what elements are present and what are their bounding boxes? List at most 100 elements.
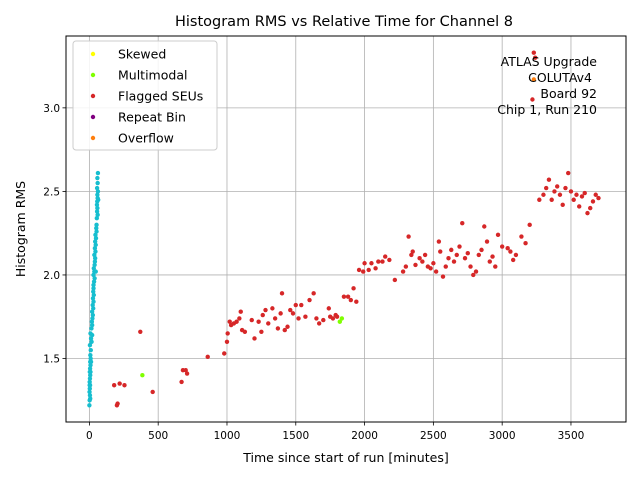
flagged-seus-point xyxy=(465,251,470,256)
flagged-seus-point xyxy=(454,252,459,258)
normal-point xyxy=(93,232,98,238)
annotation-line-3: Board 92 xyxy=(540,86,597,101)
normal-point xyxy=(89,322,95,328)
normal-point xyxy=(89,332,95,338)
flagged-seus-point xyxy=(259,329,264,334)
normal-point xyxy=(88,359,94,365)
flagged-seus-point xyxy=(138,329,143,334)
multimodal-point xyxy=(140,373,145,378)
flagged-seus-point xyxy=(523,241,528,246)
normal-point xyxy=(94,225,99,231)
x-tick-label: 0 xyxy=(86,430,93,442)
normal-point xyxy=(91,306,96,311)
flagged-seus-point xyxy=(579,194,585,199)
axis-ticks: 0 500 1000 1500 2000 2500 3000 3500 1.5 2.0 2.5 3.0 xyxy=(43,103,584,442)
flagged-seus-point xyxy=(508,249,513,254)
flagged-seus-point xyxy=(184,371,190,376)
flagged-seus-point xyxy=(443,264,448,269)
x-tick-label: 1000 xyxy=(214,430,241,442)
normal-point xyxy=(88,352,93,358)
legend-marker-flagged-seus xyxy=(90,93,96,99)
flagged-seus-point xyxy=(428,266,433,271)
normal-point xyxy=(87,389,92,395)
flagged-seus-point xyxy=(256,319,261,324)
flagged-seus-point xyxy=(487,259,492,264)
flagged-seus-point xyxy=(341,294,347,299)
y-tick-label: 3.0 xyxy=(43,103,60,115)
flagged-seus-point xyxy=(493,264,498,269)
normal-point xyxy=(91,266,96,271)
normal-point xyxy=(87,342,93,348)
flagged-seus-point xyxy=(314,316,319,321)
flagged-seus-point xyxy=(574,192,579,197)
normal-point xyxy=(92,256,98,261)
flagged-seus-point xyxy=(482,224,487,229)
flagged-seus-point xyxy=(321,317,326,323)
flagged-seus-point xyxy=(510,257,516,263)
flagged-seus-point xyxy=(362,261,367,266)
flagged-seus-point xyxy=(270,306,275,311)
flagged-seus-point xyxy=(266,321,271,326)
normal-point xyxy=(91,299,96,304)
normal-point xyxy=(91,282,96,288)
normal-point xyxy=(88,356,93,361)
flagged-seus-point xyxy=(369,261,374,266)
legend-label-overflow: Overflow xyxy=(118,131,174,146)
normal-point xyxy=(94,202,100,207)
normal-point xyxy=(94,222,99,228)
flagged-seus-point xyxy=(122,383,127,388)
normal-point xyxy=(89,339,94,344)
flagged-seus-point xyxy=(513,252,519,258)
normal-point xyxy=(88,347,93,353)
normal-point xyxy=(95,180,100,186)
normal-points xyxy=(87,170,101,408)
legend: Skewed Multimodal Flagged SEUs Repeat Bin Ov… xyxy=(72,40,218,151)
flagged-seus-point xyxy=(413,262,418,268)
flagged-seus-point xyxy=(383,254,388,259)
flagged-seus-point xyxy=(490,254,495,259)
flagged-seus-point xyxy=(227,319,232,324)
plot-frame xyxy=(65,35,627,423)
normal-point xyxy=(95,192,100,197)
flagged-seus-point xyxy=(440,274,446,279)
flagged-seus-point xyxy=(420,259,425,264)
flagged-seus-point xyxy=(446,256,451,261)
flagged-seus-point xyxy=(460,220,465,226)
normal-point xyxy=(90,312,96,318)
x-tick-label: 3000 xyxy=(489,430,516,442)
flagged-seus-point xyxy=(334,314,340,319)
normal-point xyxy=(90,302,95,308)
flagged-seus-point xyxy=(471,272,476,278)
normal-point xyxy=(88,362,93,368)
normal-point xyxy=(87,393,93,398)
normal-point xyxy=(95,175,100,181)
normal-point xyxy=(87,379,92,385)
flagged-seus-point xyxy=(272,316,278,321)
flagged-seus-point xyxy=(462,256,468,261)
flagged-seus-point xyxy=(222,351,227,356)
normal-point xyxy=(95,189,101,194)
y-tick-label: 2.5 xyxy=(43,186,60,198)
flagged-seus-point xyxy=(566,170,571,176)
flagged-seus-point xyxy=(549,197,554,202)
flagged-seus-point xyxy=(117,381,122,386)
normal-point xyxy=(89,319,95,324)
legend-label-flagged-seus: Flagged SEUs xyxy=(118,89,203,104)
normal-point xyxy=(87,383,92,388)
flagged-seus-point xyxy=(115,401,120,406)
legend-marker-repeat-bin xyxy=(90,114,96,120)
flagged-seus-point xyxy=(183,367,188,373)
flagged-seus-point xyxy=(438,249,443,254)
normal-point xyxy=(95,170,101,176)
flagged-seus-point xyxy=(484,239,490,244)
flagged-seus-point xyxy=(376,259,381,264)
flagged-seus-point xyxy=(479,247,484,253)
flagged-seus-point xyxy=(237,316,242,321)
flagged-seus-point xyxy=(279,291,285,296)
legend-marker-multimodal xyxy=(90,72,96,78)
flagged-seus-point xyxy=(422,252,428,258)
normal-point xyxy=(92,276,97,281)
flagged-seus-point xyxy=(278,311,283,316)
normal-point xyxy=(87,376,93,381)
